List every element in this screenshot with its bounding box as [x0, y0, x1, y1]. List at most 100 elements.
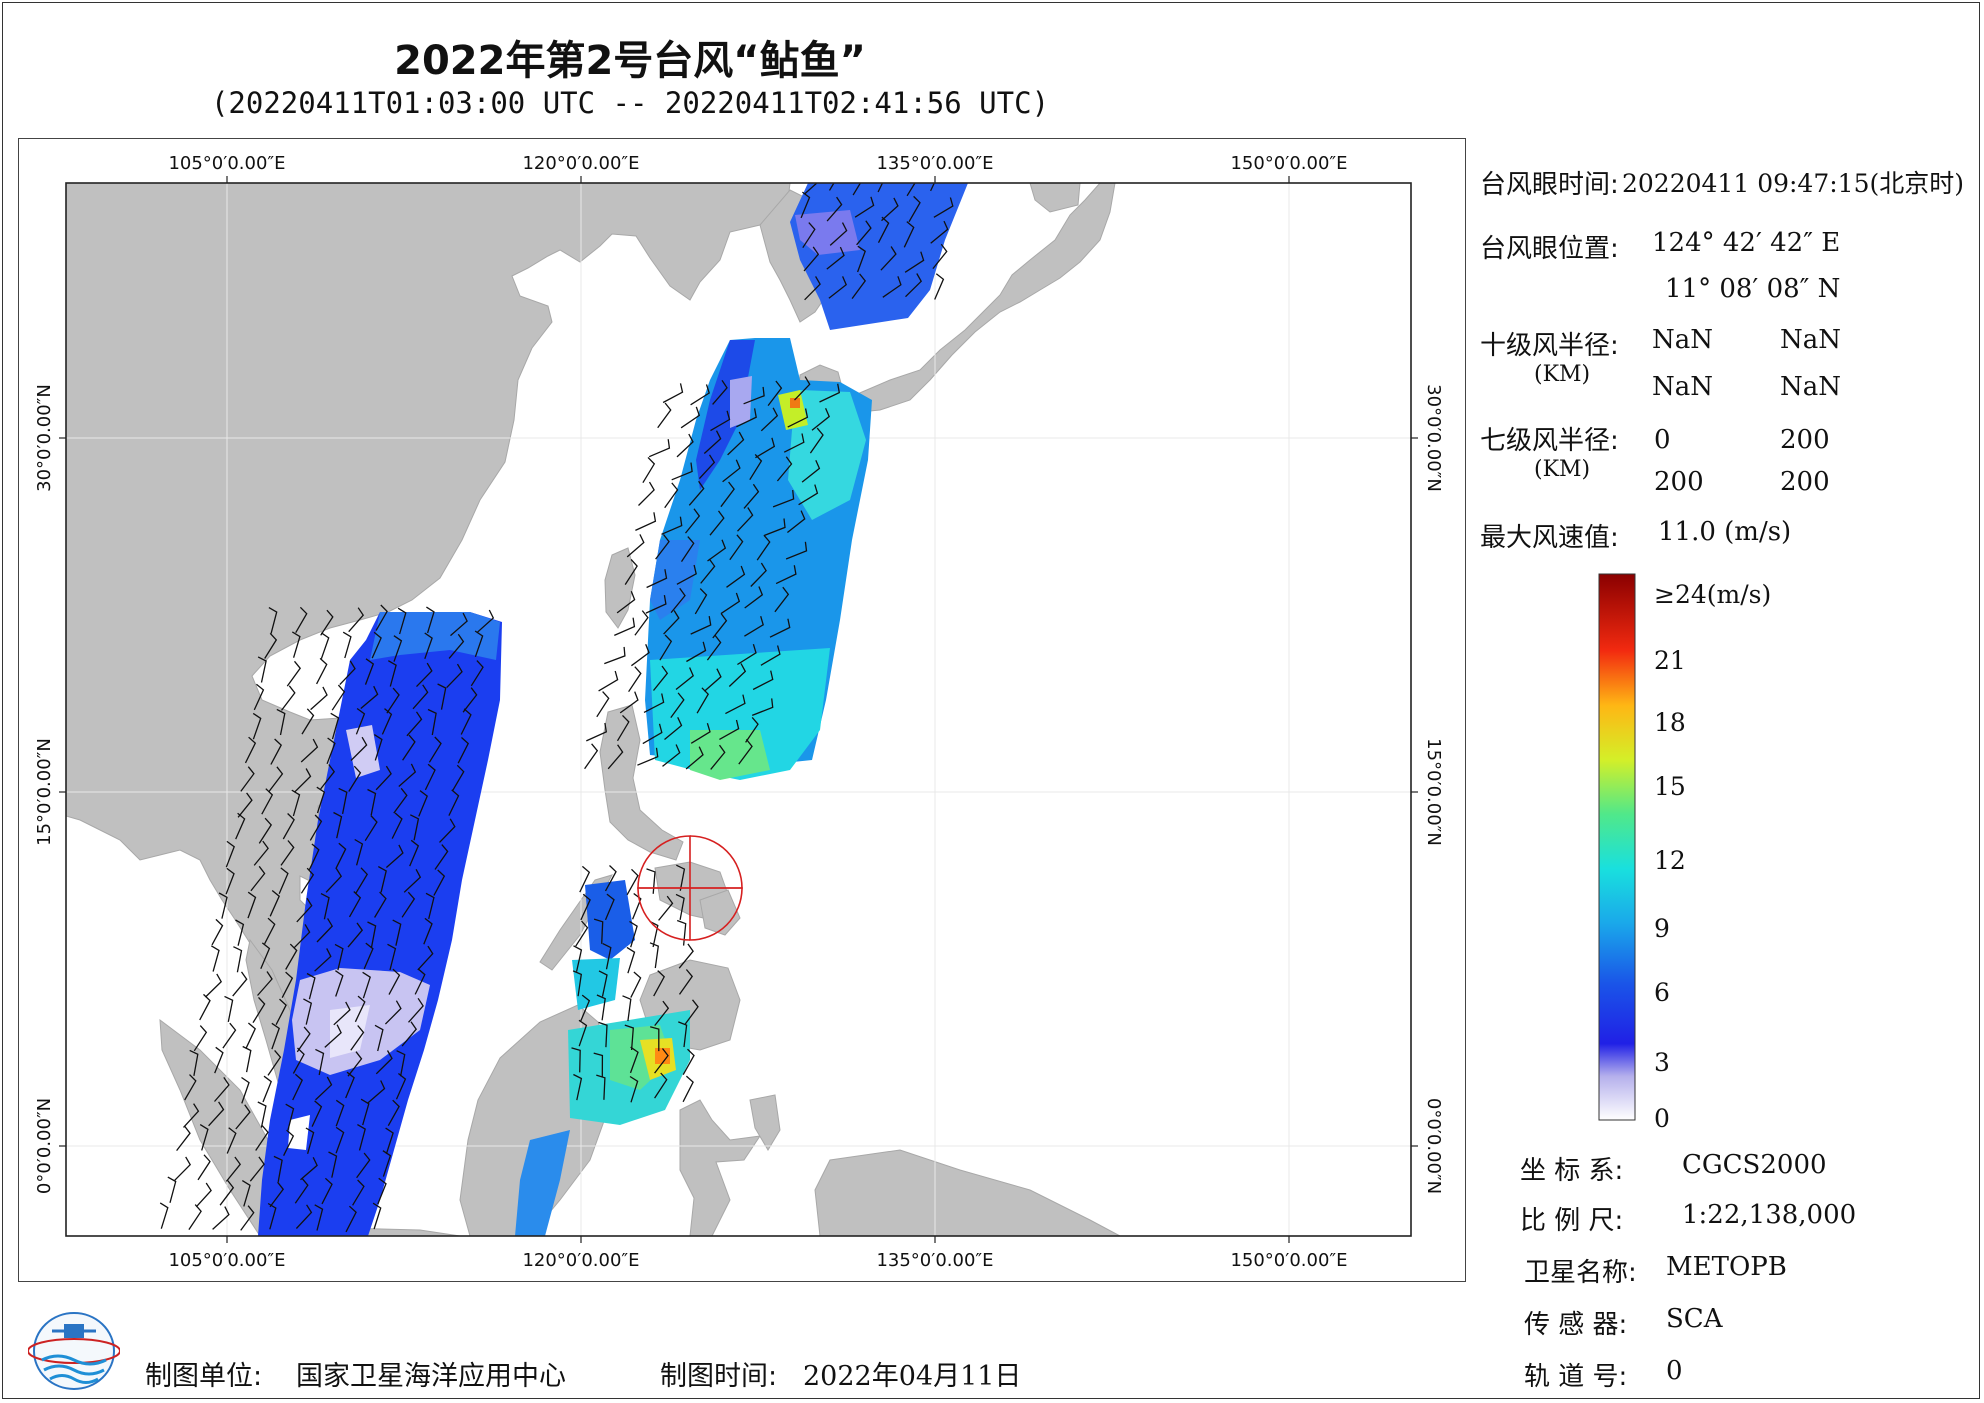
wind-barb — [856, 245, 866, 273]
wind-barb — [264, 632, 278, 659]
wind-barb — [631, 892, 642, 920]
land-japan — [854, 183, 1116, 413]
wind-barb — [572, 970, 583, 997]
wind-barb — [628, 666, 642, 693]
date-value: 2022年04月11日 — [803, 1361, 1022, 1392]
wind-barb — [416, 662, 433, 688]
wind-swath-south — [515, 880, 690, 1236]
wind-barb — [242, 1045, 252, 1073]
eye-lat-value: 11° 08′ 08″ N — [1665, 274, 1841, 304]
wind-barb — [345, 1071, 355, 1099]
wind-barb — [801, 459, 821, 483]
swath-south-tail — [515, 1130, 570, 1236]
wind-barb — [700, 558, 716, 584]
wind-barb — [291, 789, 301, 817]
wind-barb — [696, 687, 710, 714]
wind-barb — [285, 943, 298, 970]
swath-east-cyan-north — [788, 390, 866, 520]
wind-barb — [375, 765, 392, 791]
wind-barb — [643, 693, 665, 713]
wind-barb — [268, 607, 278, 634]
wind-barb — [709, 510, 725, 536]
max-wind-value: 11.0 (m/s) — [1658, 517, 1792, 547]
wind-barb — [294, 1177, 309, 1204]
wind-barb — [737, 644, 757, 666]
wind-barb — [573, 945, 583, 972]
wind-barb — [386, 687, 400, 714]
wind-barb — [388, 968, 401, 995]
wind-barb — [736, 408, 757, 428]
wind-barb — [749, 453, 763, 481]
wind-barb — [275, 998, 287, 1025]
wind-barb — [448, 633, 465, 659]
wind-barb — [363, 942, 374, 970]
wind-barb — [720, 481, 735, 508]
wind-barb — [710, 410, 731, 432]
wind-barb — [345, 1205, 357, 1233]
wind-barb — [930, 220, 949, 244]
wind-barb — [291, 631, 301, 658]
wind-barb — [637, 747, 659, 766]
wind-barb — [412, 684, 429, 710]
wind-barb — [426, 606, 435, 634]
wind-barb — [629, 1075, 639, 1103]
wind-barb — [729, 534, 744, 561]
wind-barb — [642, 456, 656, 484]
wind-barb — [720, 592, 741, 615]
wind-barb — [649, 942, 660, 969]
wind-barb — [448, 789, 460, 816]
wind-barb — [403, 868, 422, 893]
wind-barb — [828, 183, 835, 191]
wind-barb — [253, 683, 265, 711]
wind-barb — [401, 1021, 418, 1047]
wind-barb — [433, 869, 446, 896]
wind-barb — [303, 998, 313, 1025]
wind-barb — [364, 815, 378, 842]
wind-barb — [659, 634, 673, 661]
wind-barb — [356, 1152, 371, 1179]
wind-barb — [406, 711, 423, 737]
wind-barb — [362, 971, 371, 999]
wind-barb — [580, 994, 591, 1022]
wind-barb — [316, 657, 328, 685]
wind-barb — [311, 1100, 323, 1127]
wind-barb — [932, 243, 948, 270]
wind-barb — [183, 1103, 200, 1128]
max-wind-label: 最大风速值: — [1480, 523, 1619, 553]
wind-barb — [296, 1026, 311, 1053]
wind-barb — [350, 1025, 365, 1051]
wind-barb — [418, 790, 428, 817]
wind-barb — [414, 968, 426, 995]
wind-barb — [330, 712, 340, 740]
wind-barb — [257, 1101, 267, 1128]
wind-barb — [315, 1076, 333, 1101]
wind-barb — [755, 437, 776, 459]
wind-barb — [257, 971, 273, 996]
wind-barb — [852, 183, 862, 196]
wind-barb — [694, 588, 708, 615]
wind-barb — [725, 694, 746, 715]
wind-barb — [670, 692, 685, 718]
orbit-value: 0 — [1666, 1356, 1683, 1386]
r10-value-1: NaN — [1652, 325, 1714, 355]
wind-barb — [273, 1155, 283, 1183]
wind-barb — [629, 920, 638, 948]
swath-west-calm-4 — [288, 1115, 310, 1150]
wind-barb — [760, 645, 781, 666]
colorbar-top-label: ≥24(m/s) — [1654, 580, 1772, 609]
wind-barb — [377, 866, 387, 893]
wind-barb — [619, 691, 639, 714]
wind-barb — [294, 768, 312, 793]
wind-barb — [604, 646, 626, 665]
wind-barb — [903, 221, 915, 248]
wind-barb — [616, 591, 636, 614]
lat-label-right-30: 30°0′0.00″N — [1423, 384, 1444, 492]
nsoas-logo-icon — [28, 1312, 120, 1390]
r10-label: 十级风半径: — [1480, 331, 1619, 361]
wind-barb — [306, 972, 316, 1000]
wind-barb — [387, 660, 397, 687]
wind-barb — [320, 609, 334, 636]
wind-barb — [211, 918, 224, 946]
wind-barb — [387, 1099, 400, 1127]
